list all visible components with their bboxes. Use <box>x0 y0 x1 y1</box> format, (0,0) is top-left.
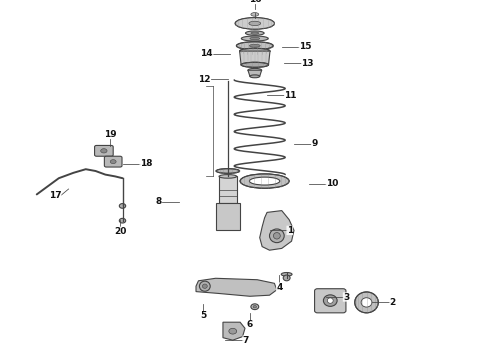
Text: 15: 15 <box>299 42 312 51</box>
Ellipse shape <box>249 21 261 26</box>
Polygon shape <box>248 70 262 76</box>
Ellipse shape <box>355 292 378 313</box>
Ellipse shape <box>250 75 260 78</box>
Text: 5: 5 <box>200 311 206 320</box>
Text: 2: 2 <box>390 298 396 307</box>
Polygon shape <box>219 176 237 203</box>
Ellipse shape <box>327 298 333 303</box>
Text: 17: 17 <box>49 191 61 199</box>
Text: 12: 12 <box>198 75 211 84</box>
Text: 16: 16 <box>248 0 261 4</box>
Ellipse shape <box>100 149 107 153</box>
Ellipse shape <box>242 36 269 41</box>
Ellipse shape <box>249 44 260 47</box>
Ellipse shape <box>240 48 270 54</box>
Polygon shape <box>216 203 240 230</box>
Ellipse shape <box>270 229 284 243</box>
Polygon shape <box>240 51 270 65</box>
Ellipse shape <box>249 177 280 185</box>
Text: 4: 4 <box>276 283 283 292</box>
Ellipse shape <box>229 328 237 334</box>
Ellipse shape <box>119 218 125 223</box>
Ellipse shape <box>251 13 259 16</box>
Ellipse shape <box>251 304 259 310</box>
Text: 14: 14 <box>200 49 213 58</box>
Ellipse shape <box>202 284 207 288</box>
Text: 9: 9 <box>311 139 318 148</box>
Ellipse shape <box>235 18 274 29</box>
Text: 6: 6 <box>247 320 253 329</box>
Ellipse shape <box>283 275 290 281</box>
FancyBboxPatch shape <box>104 156 122 167</box>
Ellipse shape <box>219 175 237 178</box>
Ellipse shape <box>241 62 269 67</box>
Polygon shape <box>223 322 245 340</box>
Text: 8: 8 <box>155 197 162 206</box>
Polygon shape <box>196 278 277 296</box>
Ellipse shape <box>248 68 262 72</box>
Ellipse shape <box>253 305 257 308</box>
Text: 3: 3 <box>343 292 349 302</box>
Text: 11: 11 <box>284 91 297 100</box>
Text: 20: 20 <box>114 227 126 236</box>
Text: 10: 10 <box>326 179 338 188</box>
Text: 1: 1 <box>287 226 293 235</box>
Ellipse shape <box>281 273 292 276</box>
Ellipse shape <box>245 31 264 35</box>
Text: 7: 7 <box>243 336 249 345</box>
Ellipse shape <box>199 281 210 291</box>
Ellipse shape <box>323 295 337 306</box>
Polygon shape <box>260 211 294 250</box>
Ellipse shape <box>240 174 289 188</box>
Text: 13: 13 <box>301 58 314 68</box>
Ellipse shape <box>250 37 260 40</box>
Ellipse shape <box>110 160 116 163</box>
FancyBboxPatch shape <box>315 289 346 313</box>
FancyBboxPatch shape <box>95 145 113 156</box>
Text: 18: 18 <box>140 159 152 168</box>
Ellipse shape <box>237 42 273 50</box>
Ellipse shape <box>119 204 125 208</box>
Ellipse shape <box>216 168 240 174</box>
Text: 19: 19 <box>104 130 117 139</box>
Ellipse shape <box>361 298 372 307</box>
Ellipse shape <box>273 233 280 239</box>
Ellipse shape <box>251 32 259 34</box>
